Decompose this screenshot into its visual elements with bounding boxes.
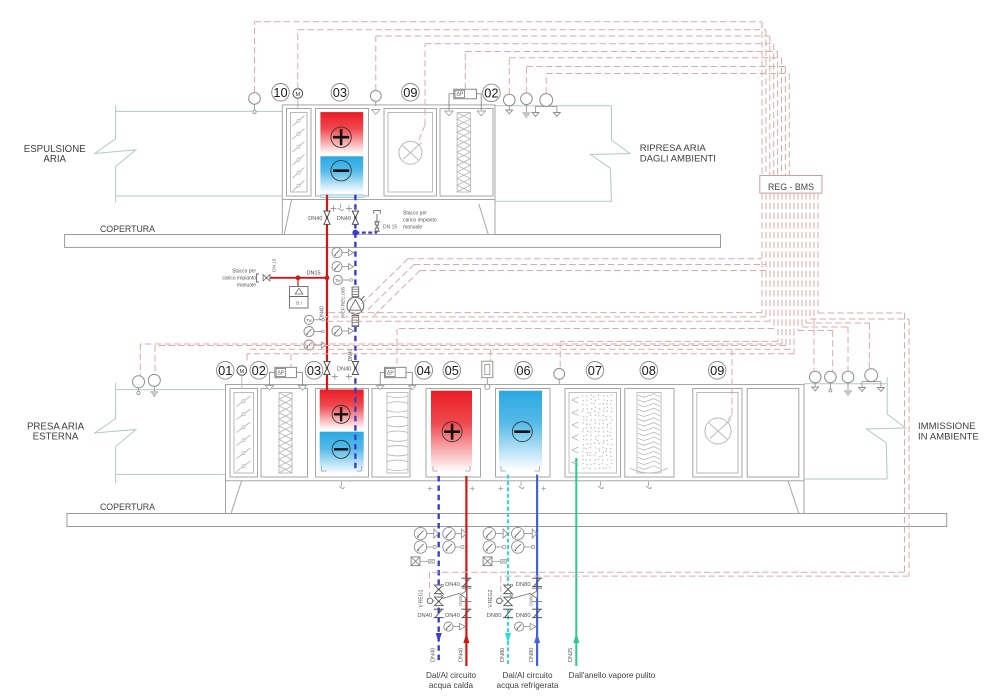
svg-text:COPERTURA: COPERTURA — [100, 224, 155, 234]
svg-text:08: 08 — [642, 363, 656, 378]
svg-text:09: 09 — [710, 363, 724, 378]
svg-text:DN80: DN80 — [529, 648, 535, 662]
svg-text:manuale: manuale — [403, 225, 422, 231]
svg-text:Stacco per: Stacco per — [232, 269, 256, 275]
svg-text:DN40: DN40 — [445, 582, 460, 588]
svg-text:10: 10 — [273, 85, 287, 100]
svg-text:ESTERNA: ESTERNA — [33, 432, 79, 443]
svg-text:Tw: Tw — [306, 318, 312, 323]
svg-text:09: 09 — [403, 85, 417, 100]
svg-text:ESPULSIONE: ESPULSIONE — [24, 144, 86, 155]
svg-text:DN80: DN80 — [516, 582, 531, 588]
svg-text:DAGLI AMBIENTI: DAGLI AMBIENTI — [640, 154, 716, 165]
svg-text:PRESA ARIA: PRESA ARIA — [27, 422, 85, 433]
svg-text:acqua calda: acqua calda — [429, 681, 474, 690]
svg-text:IN AMBIENTE: IN AMBIENTE — [918, 432, 979, 443]
svg-text:DN80: DN80 — [500, 648, 506, 662]
svg-text:01: 01 — [218, 363, 232, 378]
svg-text:IMMISSIONE: IMMISSIONE — [918, 421, 976, 432]
svg-text:DN40: DN40 — [320, 306, 326, 320]
svg-text:DN40: DN40 — [445, 613, 460, 619]
svg-text:DN40: DN40 — [308, 216, 322, 222]
svg-text:V.REG1: V.REG1 — [419, 589, 425, 607]
svg-text:REG - BMS: REG - BMS — [768, 182, 814, 192]
svg-text:carico impianto: carico impianto — [222, 276, 256, 282]
svg-text:RIPRESA ARIA: RIPRESA ARIA — [640, 143, 707, 154]
svg-text:DN 15: DN 15 — [383, 225, 397, 231]
svg-text:DN40: DN40 — [337, 216, 351, 222]
svg-text:02: 02 — [252, 363, 266, 378]
svg-text:05: 05 — [445, 363, 459, 378]
svg-text:ΔP: ΔP — [387, 370, 394, 376]
svg-text:M: M — [239, 369, 244, 375]
svg-text:Dal/Al circuito: Dal/Al circuito — [426, 671, 476, 680]
svg-text:07: 07 — [588, 363, 602, 378]
svg-text:Tw: Tw — [335, 278, 341, 283]
svg-text:P/CF.REC.005: P/CF.REC.005 — [341, 286, 347, 318]
svg-text:COPERTURA: COPERTURA — [100, 502, 155, 512]
svg-text:B.I: B.I — [296, 301, 302, 306]
svg-text:DN80: DN80 — [516, 613, 531, 619]
svg-text:DN15: DN15 — [306, 271, 320, 277]
svg-text:Dall'anello vapore pulito: Dall'anello vapore pulito — [569, 671, 656, 680]
svg-text:ARIA: ARIA — [43, 154, 66, 165]
svg-text:DN40: DN40 — [431, 648, 437, 662]
svg-text:M: M — [295, 92, 300, 98]
svg-text:DN25: DN25 — [568, 648, 574, 662]
svg-text:06: 06 — [516, 363, 530, 378]
svg-text:DN40: DN40 — [458, 648, 464, 662]
svg-text:Stacco per: Stacco per — [403, 211, 427, 217]
svg-text:Dal/Al circuito: Dal/Al circuito — [502, 671, 552, 680]
svg-text:DN40: DN40 — [458, 594, 463, 606]
svg-text:ΔP: ΔP — [277, 370, 284, 376]
svg-text:DN80: DN80 — [529, 594, 534, 606]
svg-text:03: 03 — [333, 85, 347, 100]
svg-text:03: 03 — [307, 363, 321, 378]
svg-text:DN40: DN40 — [417, 613, 432, 619]
svg-text:DN40: DN40 — [337, 366, 351, 372]
svg-text:ΔP: ΔP — [456, 92, 463, 98]
svg-text:acqua refrigerata: acqua refrigerata — [497, 681, 559, 690]
svg-text:02: 02 — [484, 86, 498, 101]
svg-text:manuale: manuale — [237, 283, 256, 289]
svg-text:04: 04 — [417, 363, 431, 378]
svg-text:DN80: DN80 — [487, 613, 502, 619]
svg-text:DN40: DN40 — [348, 348, 354, 361]
svg-text:carico impianto: carico impianto — [403, 218, 437, 224]
svg-text:DN 15: DN 15 — [272, 258, 278, 272]
svg-text:V.REG2: V.REG2 — [488, 589, 494, 607]
